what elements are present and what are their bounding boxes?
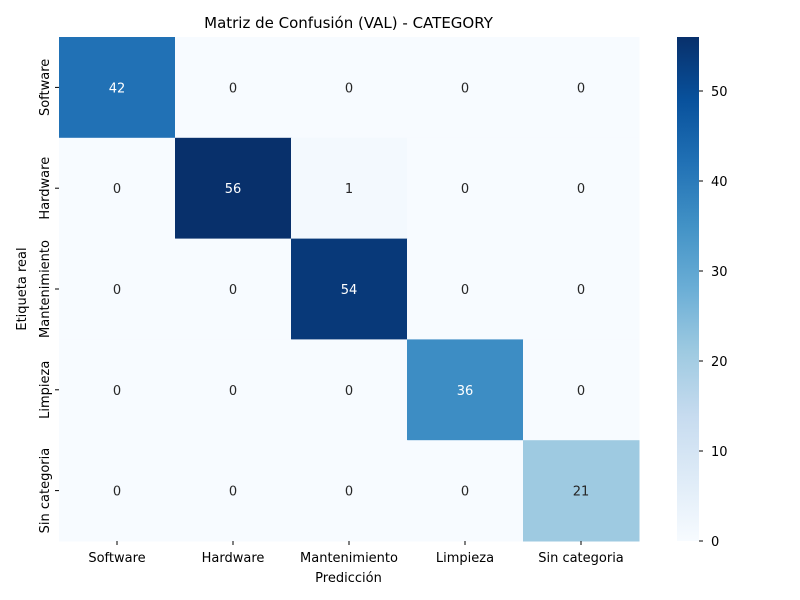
heatmap-cell [59, 37, 176, 139]
colorbar-tick-label: 20 [711, 355, 728, 370]
x-tick-label: Limpieza [436, 551, 494, 566]
heatmap-cell [291, 238, 408, 340]
cell-value-label: 0 [229, 384, 237, 399]
cell-value-label: 0 [345, 81, 353, 96]
cell-value-label: 0 [229, 81, 237, 96]
heatmap-cell [407, 440, 524, 542]
heatmap-cell [59, 339, 176, 441]
x-axis-ticks: Software Hardware Mantenimiento Limpieza Sin… [88, 541, 624, 566]
heatmap-cell [523, 238, 640, 340]
y-axis-ticks: Software Hardware Mantenimiento Limpieza Sin… [38, 59, 59, 534]
cell-value-label: 56 [225, 182, 242, 197]
y-axis-label: Etiqueta real [15, 247, 30, 330]
colorbar-tick-label: 40 [711, 175, 728, 190]
x-tick-label: Mantenimiento [300, 551, 398, 566]
cell-value-label: 0 [461, 283, 469, 298]
cell-value-label: 0 [461, 485, 469, 500]
cell-value-label: 42 [109, 81, 126, 96]
cell-value-label: 0 [229, 283, 237, 298]
heatmap-cell [291, 37, 408, 139]
heatmap-cell [59, 137, 176, 240]
x-tick-label: Hardware [202, 551, 265, 566]
cell-value-label: 0 [577, 182, 585, 197]
cell-value-label: 1 [345, 182, 353, 197]
cell-value-label: 0 [113, 384, 121, 399]
heatmap-cell [407, 137, 524, 240]
heatmap-cell [175, 339, 292, 441]
heatmap-cell [175, 137, 292, 240]
heatmap-cell [175, 440, 292, 542]
y-tick-label: Hardware [38, 157, 53, 220]
cell-value-label: 54 [341, 283, 358, 298]
heatmap-cell [175, 37, 292, 139]
cell-value-label: 36 [457, 384, 474, 399]
colorbar [677, 37, 699, 541]
x-tick-label: Software [88, 551, 145, 566]
cell-value-label: 0 [345, 485, 353, 500]
heatmap-cell [59, 238, 176, 340]
heatmap-cell [407, 238, 524, 340]
y-tick-label: Software [38, 59, 53, 116]
heatmap-cell [291, 137, 408, 240]
chart-title: Matriz de Confusión (VAL) - CATEGORY [204, 14, 494, 32]
colorbar-tick-label: 30 [711, 265, 728, 280]
heatmap-cell [523, 339, 640, 441]
cell-value-label: 21 [573, 485, 590, 500]
colorbar-tick-label: 10 [711, 445, 728, 460]
cell-value-label: 0 [577, 81, 585, 96]
y-tick-label: Mantenimiento [38, 240, 53, 338]
cell-value-label: 0 [229, 485, 237, 500]
cell-value-label: 0 [113, 485, 121, 500]
heatmap-cell [407, 37, 524, 139]
heatmap-cell [523, 137, 640, 240]
heatmap-cell [291, 440, 408, 542]
colorbar-ticks: 0 10 20 30 40 50 [699, 85, 728, 550]
heatmap-cell [175, 238, 292, 340]
y-tick-label: Limpieza [38, 361, 53, 419]
heatmap-cell [291, 339, 408, 441]
cell-value-label: 0 [577, 283, 585, 298]
heatmap-cell [59, 440, 176, 542]
heatmap-cell [407, 339, 524, 441]
colorbar-tick-label: 50 [711, 85, 728, 100]
cell-value-label: 0 [345, 384, 353, 399]
x-tick-label: Sin categoria [538, 551, 624, 566]
colorbar-tick-label: 0 [711, 535, 719, 550]
y-tick-label: Sin categoria [38, 448, 53, 534]
heatmap-cell [523, 440, 640, 542]
cell-value-label: 0 [461, 182, 469, 197]
heatmap-cells: 42 0 0 0 0 0 56 1 0 0 0 0 54 0 0 0 0 0 36 0 0 0 0 0 21 [59, 37, 640, 542]
x-axis-label: Predicción [315, 571, 382, 586]
cell-value-label: 0 [461, 81, 469, 96]
heatmap-cell [523, 37, 640, 139]
cell-value-label: 0 [577, 384, 585, 399]
cell-value-label: 0 [113, 182, 121, 197]
cell-value-label: 0 [113, 283, 121, 298]
